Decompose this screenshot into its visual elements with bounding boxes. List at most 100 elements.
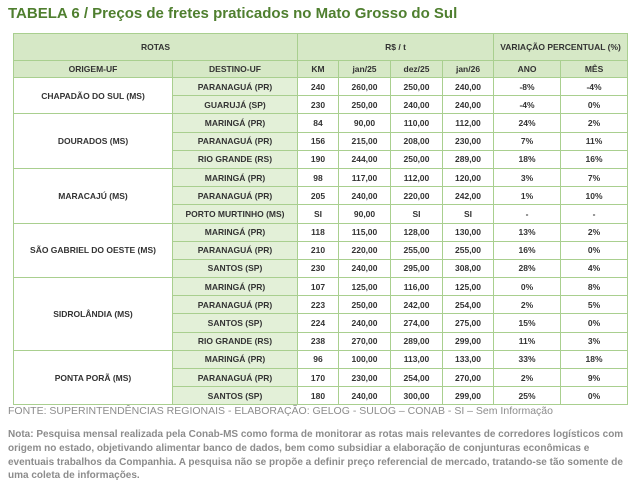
value-cell: 2% bbox=[560, 222, 629, 242]
destination-cell: MARINGÁ (PR) bbox=[172, 277, 298, 297]
value-cell: 224 bbox=[297, 313, 339, 333]
destination-cell: SANTOS (SP) bbox=[172, 313, 298, 333]
value-cell: 240,00 bbox=[390, 95, 443, 115]
value-cell: 274,00 bbox=[390, 313, 443, 333]
header-cell: KM bbox=[297, 60, 339, 78]
value-cell: 128,00 bbox=[390, 222, 443, 242]
value-cell: 90,00 bbox=[338, 113, 391, 133]
source: FONTE: SUPERINTENDÊNCIAS REGIONAIS - ELA… bbox=[8, 405, 553, 417]
header-cell: jan/25 bbox=[338, 60, 391, 78]
data-row: DOURADOS (MS) MARINGÁ (PR) 84 90,00 110,00 11… bbox=[13, 113, 629, 169]
origin-cell: SÃO GABRIEL DO OESTE (MS) bbox=[13, 222, 173, 279]
value-cell: 28% bbox=[493, 258, 562, 279]
value-cell: 289,00 bbox=[390, 331, 443, 351]
value-cell: 116,00 bbox=[390, 277, 443, 297]
value-cell: 180 bbox=[297, 386, 339, 406]
data-row: PONTA PORÃ (MS) MARINGÁ (PR) 96 100,00 113,0… bbox=[13, 349, 629, 406]
value-cell: 299,00 bbox=[441, 386, 495, 406]
value-cell: 250,00 bbox=[338, 95, 391, 115]
origin-cell: MARACAJÚ (MS) bbox=[13, 167, 173, 224]
value-cell: 289,00 bbox=[441, 149, 495, 169]
value-cell: 130,00 bbox=[441, 222, 495, 242]
header-cell: MÊS bbox=[560, 60, 629, 78]
data-row: SANTOS (SP) 180 240,00 300,00 299,00 25% 0% bbox=[14, 386, 629, 406]
origin-cell: PONTA PORÃ (MS) bbox=[13, 349, 173, 406]
value-cell: 240,00 bbox=[338, 258, 391, 279]
freight-table: ROTAS R$ / t VARIAÇÃO PERCENTUAL (%) ORI… bbox=[13, 33, 629, 406]
value-cell: 240,00 bbox=[441, 76, 495, 97]
value-cell: 250,00 bbox=[390, 76, 443, 97]
value-cell: 230,00 bbox=[338, 367, 391, 388]
header-cell: ANO bbox=[493, 60, 562, 78]
value-cell: SI bbox=[297, 204, 339, 224]
value-cell: 8% bbox=[560, 277, 629, 297]
data-row: SANTOS (SP) 224 240,00 274,00 275,00 15% 0% bbox=[14, 313, 629, 333]
value-cell: 2% bbox=[493, 295, 562, 315]
value-cell: 0% bbox=[493, 277, 562, 297]
value-cell: 96 bbox=[297, 349, 339, 370]
value-cell: 220,00 bbox=[338, 240, 391, 260]
value-cell: 254,00 bbox=[441, 295, 495, 315]
value-cell: - bbox=[493, 204, 562, 224]
value-cell: 115,00 bbox=[338, 222, 391, 242]
value-cell: 3% bbox=[493, 167, 562, 188]
value-cell: 15% bbox=[493, 313, 562, 333]
value-cell: 133,00 bbox=[441, 349, 495, 370]
value-cell: -4% bbox=[493, 95, 562, 115]
value-cell: 260,00 bbox=[338, 76, 391, 97]
origin-cell: DOURADOS (MS) bbox=[13, 113, 173, 169]
origin-cell: CHAPADÃO DO SUL (MS) bbox=[13, 76, 173, 115]
value-cell: 170 bbox=[297, 367, 339, 388]
value-cell: 300,00 bbox=[390, 386, 443, 406]
value-cell: 156 bbox=[297, 131, 339, 151]
value-cell: 98 bbox=[297, 167, 339, 188]
data-row: SANTOS (SP) 230 240,00 295,00 308,00 28% 4% bbox=[14, 258, 629, 279]
value-cell: 275,00 bbox=[441, 313, 495, 333]
destination-cell: PARANAGUÁ (PR) bbox=[172, 76, 298, 97]
data-row: GUARUJÁ (SP) 230 250,00 240,00 240,00 -4% 0% bbox=[14, 95, 629, 115]
origin-cell: SIDROLÂNDIA (MS) bbox=[13, 277, 173, 351]
destination-cell: RIO GRANDE (RS) bbox=[172, 331, 298, 351]
value-cell: 230,00 bbox=[441, 131, 495, 151]
value-cell: 255,00 bbox=[390, 240, 443, 260]
value-cell: 110,00 bbox=[390, 113, 443, 133]
value-cell: 0% bbox=[560, 95, 629, 115]
value-cell: 210 bbox=[297, 240, 339, 260]
value-cell: 90,00 bbox=[338, 204, 391, 224]
data-row: CHAPADÃO DO SUL (MS) PARANAGUÁ (PR) 240 260… bbox=[13, 76, 629, 115]
destination-cell: MARINGÁ (PR) bbox=[172, 222, 298, 242]
value-cell: 0% bbox=[560, 240, 629, 260]
header-cell: VARIAÇÃO PERCENTUAL (%) bbox=[493, 33, 629, 61]
value-cell: 18% bbox=[560, 349, 629, 370]
value-cell: 11% bbox=[560, 131, 629, 151]
data-row: MARACAJÚ (MS) MARINGÁ (PR) 98 117,00 112,00 1… bbox=[13, 167, 629, 224]
destination-cell: MARINGÁ (PR) bbox=[172, 349, 298, 370]
value-cell: 120,00 bbox=[441, 167, 495, 188]
value-cell: 33% bbox=[493, 349, 562, 370]
value-cell: 112,00 bbox=[441, 113, 495, 133]
value-cell: 240,00 bbox=[441, 95, 495, 115]
value-cell: 117,00 bbox=[338, 167, 391, 188]
value-cell: 299,00 bbox=[441, 331, 495, 351]
title: TABELA 6 / Preços de fretes praticados n… bbox=[8, 5, 458, 22]
value-cell: 24% bbox=[493, 113, 562, 133]
data-row: PARANAGUÁ (PR) 223 250,00 242,00 254,00 2% 5% bbox=[14, 295, 629, 315]
data-row: RIO GRANDE (RS) 190 244,00 250,00 289,00 18% 1… bbox=[14, 149, 629, 169]
value-cell: 9% bbox=[560, 367, 629, 388]
value-cell: 255,00 bbox=[441, 240, 495, 260]
value-cell: 270,00 bbox=[441, 367, 495, 388]
value-cell: 240,00 bbox=[338, 186, 391, 206]
value-cell: 308,00 bbox=[441, 258, 495, 279]
header-cell: ROTAS bbox=[13, 33, 298, 61]
value-cell: 250,00 bbox=[390, 149, 443, 169]
value-cell: 2% bbox=[493, 367, 562, 388]
value-cell: 125,00 bbox=[441, 277, 495, 297]
value-cell: 223 bbox=[297, 295, 339, 315]
destination-cell: SANTOS (SP) bbox=[172, 258, 298, 279]
value-cell: SI bbox=[390, 204, 443, 224]
data-row: SÃO GABRIEL DO OESTE (MS) MARINGÁ (PR) 118… bbox=[13, 222, 629, 279]
destination-cell: SANTOS (SP) bbox=[172, 386, 298, 406]
value-cell: 10% bbox=[560, 186, 629, 206]
value-cell: 205 bbox=[297, 186, 339, 206]
